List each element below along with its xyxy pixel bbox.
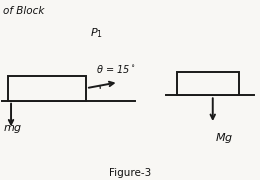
Bar (177, 72, 239, 95)
Text: $\theta$ = 15$^\circ$: $\theta$ = 15$^\circ$ (96, 63, 136, 75)
Text: $P_1$: $P_1$ (90, 26, 103, 40)
Text: $mg$: $mg$ (3, 123, 23, 135)
Bar (9, 76, 86, 101)
Text: Figure-3: Figure-3 (109, 168, 151, 177)
Text: of Block: of Block (3, 6, 45, 16)
Text: $Mg$: $Mg$ (215, 131, 233, 145)
